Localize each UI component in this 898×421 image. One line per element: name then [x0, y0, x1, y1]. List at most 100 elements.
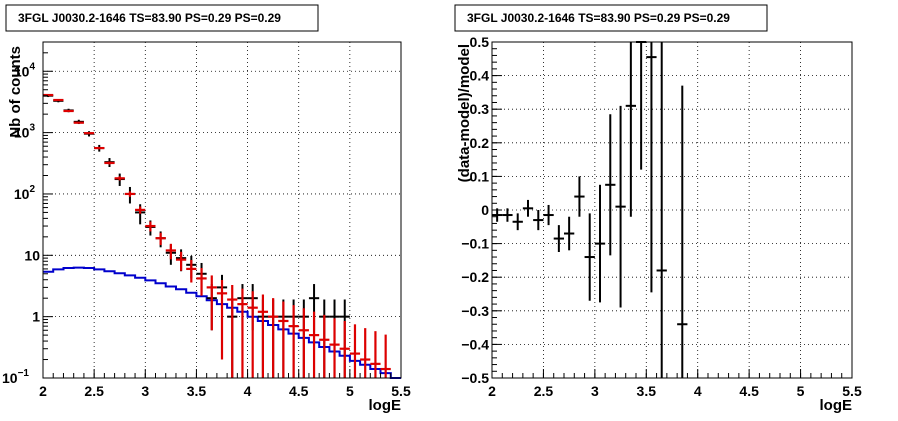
- left-y-tick-label: 1: [32, 309, 40, 325]
- model-point: [175, 251, 187, 271]
- right-panel: 3FGL J0030.2-1646 TS=83.90 PS=0.29 PS=0.…: [454, 4, 862, 414]
- left-x-tick-label: 5.5: [391, 383, 411, 399]
- left-x-tick-label: 2.5: [84, 383, 104, 399]
- model-point: [319, 314, 330, 378]
- model-point: [349, 324, 361, 378]
- model-point: [247, 291, 258, 378]
- right-x-tick-labels: 2 2.5 3 3.5 4 4.5 5 5.5: [488, 383, 862, 399]
- left-x-tick-label: 3.5: [187, 383, 207, 399]
- right-y-tick-label: −0.3: [461, 303, 489, 319]
- model-point: [53, 98, 64, 102]
- right-x-tick-label: 4.5: [739, 383, 759, 399]
- model-point: [135, 206, 146, 214]
- model-point: [73, 121, 84, 124]
- model-point: [298, 308, 309, 378]
- right-y-tick-label: −0.4: [461, 336, 489, 352]
- left-y-tick-label: 103: [14, 123, 36, 141]
- right-y-tick-label: −0.5: [461, 370, 489, 386]
- model-point: [227, 285, 238, 378]
- left-grid: [43, 42, 401, 378]
- right-x-axis-title: logE: [820, 397, 853, 414]
- left-x-tick-label: 2: [39, 383, 47, 399]
- left-plot-frame: [42, 41, 402, 379]
- model-point: [155, 232, 166, 246]
- right-y-tick-label: 0.3: [470, 101, 490, 117]
- model-point: [237, 288, 248, 378]
- left-y-tick-label: 104: [14, 61, 36, 79]
- right-title-box: [454, 4, 768, 32]
- residual-point: [625, 42, 636, 217]
- residual-point: [584, 213, 595, 301]
- right-x-tick-label: 3: [591, 383, 599, 399]
- model-point: [288, 305, 299, 378]
- right-grid: [492, 42, 852, 378]
- model-point: [114, 176, 125, 181]
- model-point: [257, 294, 269, 378]
- model-point: [308, 311, 320, 378]
- left-x-tick-label: 5: [346, 383, 354, 399]
- left-y-tick-label: 10: [24, 247, 40, 263]
- model-point: [360, 328, 371, 378]
- model-point: [145, 221, 156, 232]
- left-x-axis-title: logE: [369, 397, 402, 414]
- model-point: [83, 132, 95, 135]
- left-panel: 3FGL J0030.2-1646 TS=83.90 PS=0.29 PS=0.…: [2, 4, 411, 414]
- residual-point: [553, 225, 564, 252]
- left-y-tick-labels: 10−1 1 10 102 103 104: [2, 61, 40, 386]
- residual-point: [492, 208, 503, 222]
- right-y-tick-label: 0.4: [470, 68, 490, 84]
- right-y-tick-label: 0.5: [470, 34, 490, 50]
- model-point: [329, 318, 340, 378]
- model-point: [196, 268, 207, 296]
- model-point: [268, 298, 279, 378]
- left-title: 3FGL J0030.2-1646 TS=83.90 PS=0.29 PS=0.…: [18, 11, 281, 25]
- right-x-tick-label: 2.5: [534, 383, 554, 399]
- residual-point: [522, 199, 534, 217]
- model-point: [186, 259, 197, 283]
- right-y-tick-labels: −0.5 −0.4 −0.3 −0.2 −0.1 0 0.1 0.2 0.3 0.4 0.5: [461, 34, 489, 386]
- model-point: [63, 109, 74, 113]
- left-x-tick-label: 4.5: [289, 383, 309, 399]
- left-y-tick-label: 10−1: [2, 368, 29, 386]
- residual-point: [615, 105, 626, 308]
- right-y-tick-label: −0.1: [461, 236, 489, 252]
- left-y-axis-title: Nb of counts: [7, 46, 24, 138]
- right-x-tick-label: 5: [797, 383, 805, 399]
- residual-point: [502, 208, 513, 222]
- left-ticks: [42, 41, 402, 379]
- residual-point: [605, 114, 616, 256]
- right-y-tick-label: 0: [481, 202, 489, 218]
- left-x-tick-labels: 2 2.5 3 3.5 4 4.5 5 5.5: [39, 383, 411, 399]
- right-y-axis-title: (data-model)/model: [456, 44, 473, 182]
- left-x-tick-label: 3: [141, 383, 149, 399]
- residual-point: [533, 210, 544, 231]
- right-series: [492, 41, 688, 378]
- model-point: [216, 280, 228, 360]
- left-x-tick-label: 4: [244, 383, 252, 399]
- residual-point: [574, 176, 585, 217]
- model-point: [165, 243, 176, 260]
- residual-point: [677, 85, 688, 378]
- residual-point: [646, 42, 657, 293]
- right-x-tick-label: 5.5: [842, 383, 862, 399]
- right-y-tick-label: 0.2: [470, 135, 490, 151]
- model-point: [43, 93, 54, 97]
- model-point: [278, 301, 289, 378]
- residual-point: [656, 42, 667, 378]
- right-x-tick-label: 4: [694, 383, 702, 399]
- right-ticks: [491, 41, 853, 379]
- left-y-tick-label: 102: [14, 184, 36, 202]
- right-x-tick-label: 2: [488, 383, 496, 399]
- residual-point: [564, 216, 575, 251]
- model-point: [94, 146, 105, 150]
- residual-point: [636, 41, 647, 170]
- right-y-tick-label: 0.1: [470, 168, 490, 184]
- model-point: [124, 191, 136, 197]
- model-point: [104, 161, 115, 165]
- residual-point: [594, 184, 606, 303]
- residual-point: [543, 204, 554, 226]
- right-title: 3FGL J0030.2-1646 TS=83.90 PS=0.29 PS=0.…: [467, 11, 730, 25]
- right-y-tick-label: −0.2: [461, 269, 489, 285]
- model-point: [370, 331, 381, 378]
